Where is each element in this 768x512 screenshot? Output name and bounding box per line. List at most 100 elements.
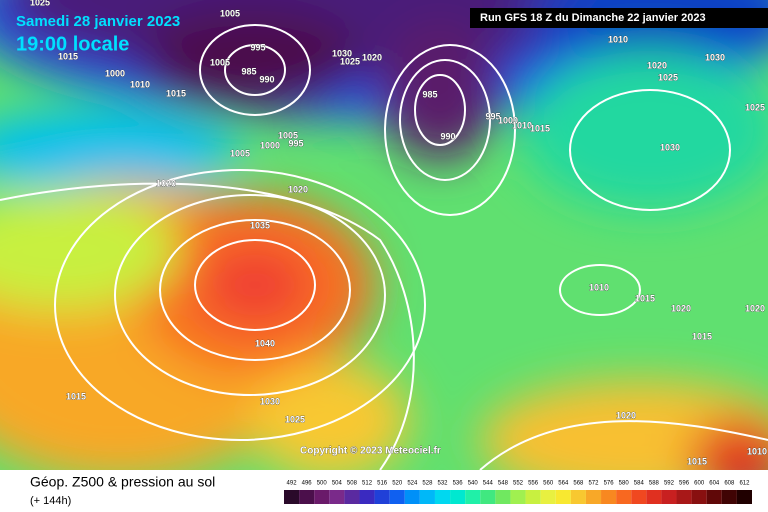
isobar-label: 1020 (671, 303, 691, 313)
isobar-label: 1005 (210, 57, 230, 67)
scale-cell (736, 490, 752, 504)
scale-cell (389, 490, 405, 504)
isobar-label: 1005 (220, 8, 240, 18)
run-banner (470, 8, 768, 28)
isobar-label: 1005 (230, 148, 250, 158)
scale-cell (676, 490, 692, 504)
scale-label: 496 (302, 481, 313, 487)
scale-label: 608 (724, 481, 735, 487)
scale-label: 516 (377, 481, 388, 487)
scale-label: 572 (588, 481, 599, 487)
scale-cell (510, 490, 526, 504)
isobar-label: 1020 (616, 410, 636, 420)
scale-cell (540, 490, 556, 504)
scale-label: 548 (498, 481, 509, 487)
scale-label: 592 (664, 481, 675, 487)
isobar-label: 1000 (260, 140, 280, 150)
scale-label: 540 (468, 481, 479, 487)
scale-cell (585, 490, 602, 504)
isobar-label: 995 (485, 111, 500, 121)
scale-label: 580 (619, 481, 630, 487)
isobar-label: 985 (241, 66, 256, 76)
isobar-label: 1020 (156, 178, 176, 188)
scale-cell (344, 490, 360, 504)
scale-label: 560 (543, 481, 554, 487)
scale-cell (646, 490, 662, 504)
run-info: Run GFS 18 Z du Dimanche 22 janvier 2023 (480, 12, 706, 24)
isobar-label: 1010 (130, 79, 150, 89)
isobar-label: 985 (422, 89, 437, 99)
scale-label: 556 (528, 481, 539, 487)
isobar-label: 1030 (705, 52, 725, 62)
isobar-label: 1010 (608, 34, 628, 44)
scale-cell (359, 490, 375, 504)
isobar-label: 1010 (747, 446, 767, 456)
isobar-label: 990 (259, 74, 274, 84)
isobar-label: 1010 (512, 120, 532, 130)
copyright: Copyright © 2023 Meteociel.fr (300, 446, 441, 457)
scale-cell (601, 490, 617, 504)
date-title: Samedi 28 janvier 2023 (16, 13, 180, 30)
scale-cell (691, 490, 707, 504)
scale-label: 524 (407, 481, 418, 487)
scale-label: 508 (347, 481, 358, 487)
scale-cell (495, 490, 511, 504)
scale-label: 604 (709, 481, 720, 487)
scale-cell (465, 490, 481, 504)
isobar-label: 1015 (635, 293, 655, 303)
scale-label: 576 (604, 481, 615, 487)
isobar-label: 1015 (66, 391, 86, 401)
isobar-label: 1020 (647, 60, 667, 70)
isobar-label: 995 (288, 138, 303, 148)
scale-cell (721, 490, 737, 504)
legend-subtitle: (+ 144h) (30, 495, 71, 507)
isobar-label: 1040 (255, 338, 275, 348)
isobar-label: 1015 (692, 331, 712, 341)
time-title: 19:00 locale (16, 33, 129, 55)
scale-label: 500 (317, 481, 328, 487)
isobar-label: 1025 (745, 102, 765, 112)
scale-cell (661, 490, 677, 504)
isobar-label: 1000 (105, 68, 125, 78)
isobar-label: 1025 (340, 56, 360, 66)
isobar-label: 995 (250, 42, 265, 52)
color-scale: 492 496 500 504 508 512 516 520 524 528 532 536 540 5… (284, 481, 752, 504)
scale-label: 512 (362, 481, 373, 487)
scale-cell (419, 490, 435, 504)
scale-label: 600 (694, 481, 705, 487)
scale-cell (706, 490, 722, 504)
scale-cell (570, 490, 586, 504)
isobar-label: 990 (440, 131, 455, 141)
scale-cell (525, 490, 541, 504)
scale-label: 588 (649, 481, 660, 487)
scale-cell (434, 490, 451, 504)
isobar-label: 1005 (278, 130, 298, 140)
isobar-label: 1015 (530, 123, 550, 133)
scale-cell (374, 490, 390, 504)
scale-label: 612 (739, 481, 750, 487)
scale-cell (631, 490, 647, 504)
scale-label: 564 (558, 481, 569, 487)
scale-label: 568 (573, 481, 584, 487)
isobar-label: 1025 (658, 72, 678, 82)
scale-label: 532 (438, 481, 449, 487)
isobar-label: 1020 (362, 52, 382, 62)
scale-label: 552 (513, 481, 524, 487)
scale-label: 520 (392, 481, 403, 487)
scale-cell (555, 490, 571, 504)
scale-label: 584 (634, 481, 645, 487)
scale-label: 544 (483, 481, 494, 487)
scale-cell (616, 490, 632, 504)
isobar-label: 1030 (332, 48, 352, 58)
isobar-label: 1020 (745, 303, 765, 313)
field (0, 0, 768, 470)
scale-cell (329, 490, 345, 504)
isobar-label: 1025 (30, 0, 50, 7)
isobar-label: 1030 (660, 142, 680, 152)
scale-label: 536 (453, 481, 464, 487)
isobar-label: 1030 (260, 396, 280, 406)
isobar-label: 1000 (498, 115, 518, 125)
scale-cell (404, 490, 420, 504)
scale-label: 504 (332, 481, 343, 487)
isobar-label: 1015 (166, 88, 186, 98)
